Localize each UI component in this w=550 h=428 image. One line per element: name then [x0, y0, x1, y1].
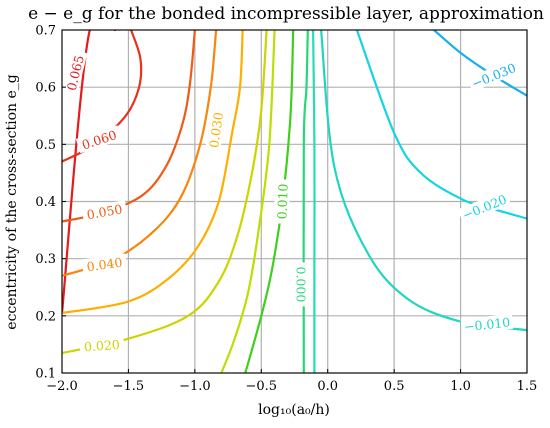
contour-label: 0.000 — [294, 267, 309, 303]
y-axis-label: eccentricity of the cross-section e_g — [4, 74, 20, 329]
contour-label-group: 0.010 — [273, 179, 291, 224]
contour-line — [62, 30, 268, 355]
grid — [61, 29, 528, 374]
contour-label-bg — [466, 58, 521, 92]
y-tick-label: 0.7 — [35, 24, 56, 39]
y-tick-label: 0.2 — [35, 309, 56, 324]
axis-ticks: −2.0 −1.5 −1.0 −0.5 0.0 0.5 1.0 1.5 0.1 0.2 0.3 0.4… — [35, 24, 537, 395]
y-tick-label: 0.3 — [35, 252, 56, 267]
contour-label-bg — [75, 125, 123, 154]
x-axis-label: log₁₀(a₀/h) — [258, 402, 330, 418]
y-tick-label: 0.5 — [35, 138, 56, 153]
contour-line — [312, 30, 316, 373]
contour-label-group: −0.020 — [457, 190, 512, 224]
contour-line — [62, 30, 244, 315]
x-tick-label: 0.5 — [384, 379, 405, 394]
contour-label-bg — [81, 200, 128, 223]
x-tick-label: −1.5 — [113, 379, 145, 394]
contour-label: −0.010 — [463, 315, 511, 335]
contour-label-bg — [62, 49, 88, 96]
x-tick-label: −1.0 — [179, 379, 211, 394]
contour-label-bg — [205, 107, 227, 153]
contour-label-bg — [294, 262, 310, 307]
chart-title: e − e_g for the bonded incompressible la… — [28, 4, 544, 24]
contour-label: −0.020 — [460, 192, 509, 223]
contour-label: 0.030 — [206, 111, 226, 149]
contour-label: 0.010 — [274, 183, 290, 219]
contour-label: 0.040 — [86, 254, 124, 274]
contour-label-bg — [79, 336, 125, 355]
contour-line — [355, 30, 527, 220]
y-tick-label: 0.4 — [35, 195, 56, 210]
x-tick-label: 0.0 — [317, 379, 338, 394]
contour-label-group: 0.030 — [205, 107, 227, 153]
contour-label-bg — [81, 253, 128, 275]
contour-label-group: 0.040 — [81, 253, 128, 275]
contour-label: 0.060 — [80, 127, 119, 152]
contour-label-group: 0.050 — [81, 200, 128, 223]
contour-label-bg — [460, 313, 514, 335]
contour-lines — [62, 30, 527, 373]
contour-label-group: −0.010 — [460, 313, 514, 335]
contour-label: 0.050 — [86, 201, 124, 222]
contour-label-group: 0.020 — [79, 336, 125, 355]
contour-label-group: 0.000 — [294, 262, 310, 307]
x-tick-label: 1.5 — [517, 379, 538, 394]
x-tick-label: 1.0 — [450, 379, 471, 394]
contour-label-bg — [273, 179, 291, 224]
contour-label-group: 0.060 — [75, 125, 123, 154]
contour-line — [432, 30, 527, 97]
contour-label-bg — [457, 190, 512, 224]
x-tick-label: −0.5 — [245, 379, 277, 394]
contour-line — [220, 30, 276, 373]
y-tick-label: 0.1 — [35, 367, 56, 382]
y-tick-label: 0.6 — [35, 81, 56, 96]
x-tick-label: −2.0 — [46, 379, 78, 394]
contour-label: 0.020 — [84, 337, 121, 354]
